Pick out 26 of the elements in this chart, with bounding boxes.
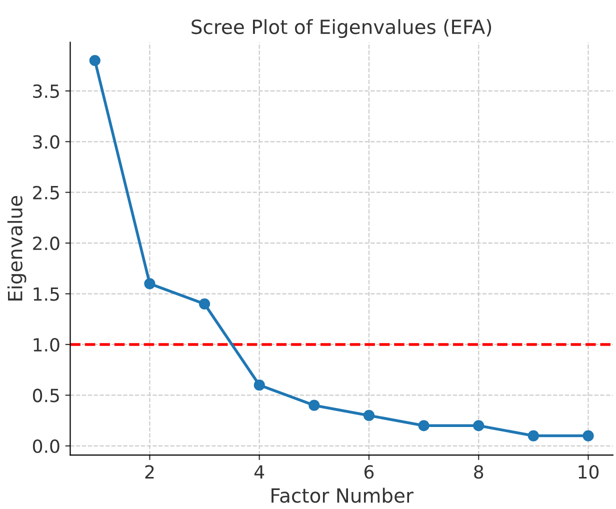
x-tick-label: 2 [145,465,154,478]
point [254,380,265,391]
x-tick-label: 4 [254,465,264,478]
y-tick-label: 1.5 [34,287,59,301]
point [198,298,210,310]
y-tick-label: 0.0 [32,439,60,454]
x-axis-title: Factor Number [272,488,414,503]
x-tick-label: 6 [364,465,374,479]
y-axis-title: Eigenvalue [7,196,26,300]
y-tick-label: 3.0 [33,135,60,149]
point [582,430,594,442]
y-tick-label: 2.5 [33,186,59,200]
point [528,430,539,442]
x-tick-label: 10 [578,465,599,479]
point [473,420,484,432]
chart-title: Scree Plot of Eigenvalues (EFA) [192,19,492,38]
point [418,420,430,432]
y-tick-label: 2.0 [33,236,60,250]
point [144,278,156,290]
point [363,410,375,422]
point [308,400,320,411]
y-tick-label: 3.5 [33,84,59,98]
point [89,54,100,66]
x-tick-label: 8 [474,465,484,479]
y-tick-label: 0.5 [32,388,59,402]
y-tick-label: 1.0 [34,338,60,352]
